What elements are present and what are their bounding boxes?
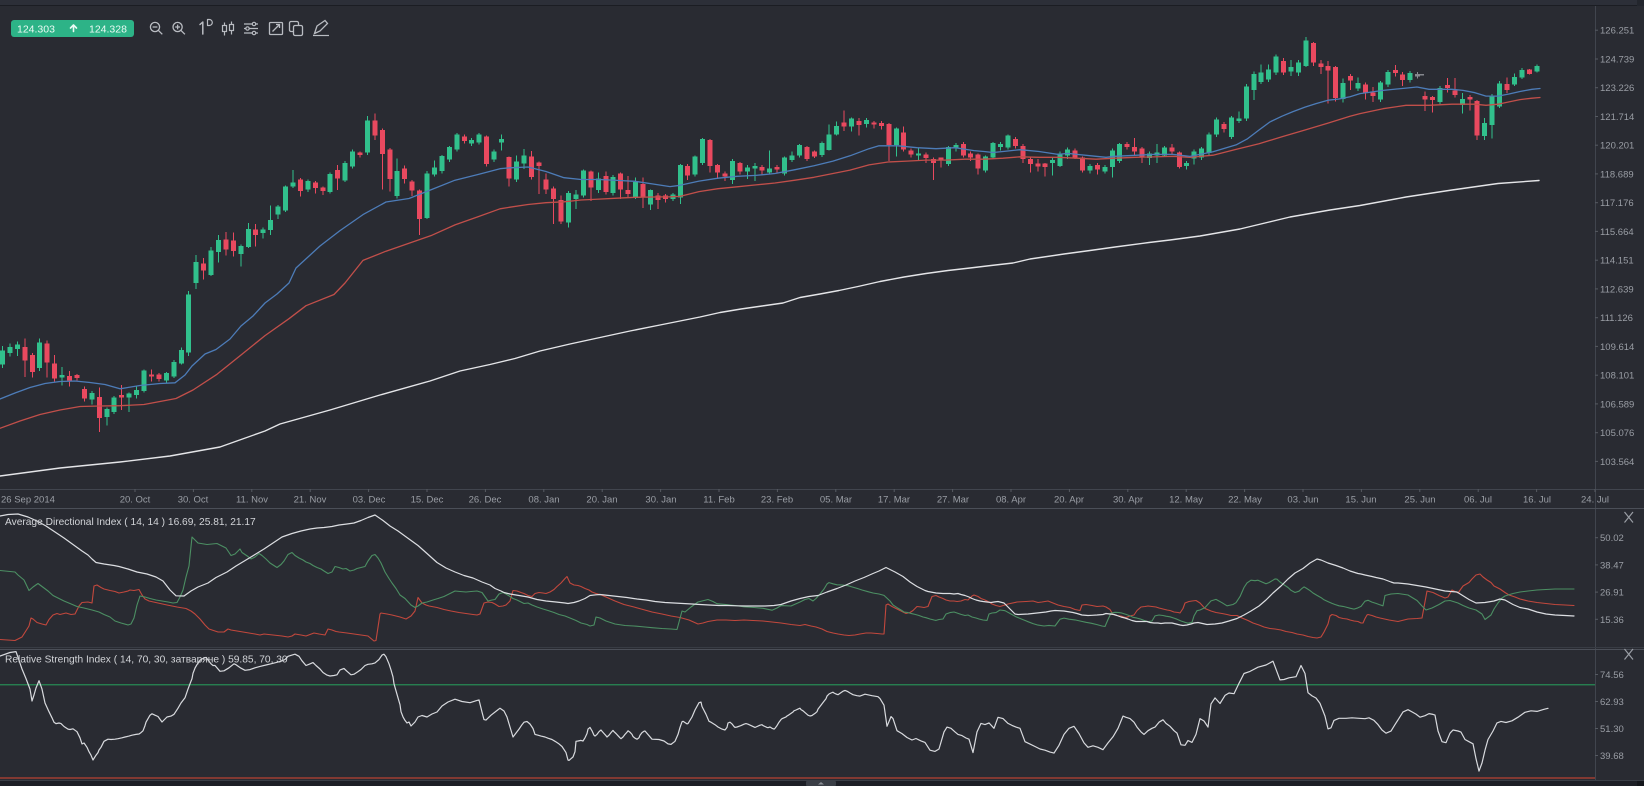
svg-text:50.02: 50.02 — [1600, 533, 1624, 544]
svg-text:124.303: 124.303 — [17, 24, 55, 36]
svg-text:03. Jun: 03. Jun — [1287, 495, 1318, 506]
svg-text:27. Mar: 27. Mar — [937, 495, 969, 506]
svg-text:38.47: 38.47 — [1600, 560, 1624, 571]
svg-text:30. Oct: 30. Oct — [178, 495, 209, 506]
svg-text:21. Nov: 21. Nov — [294, 495, 327, 506]
svg-text:26 Sep 2014: 26 Sep 2014 — [1, 495, 55, 506]
svg-text:108.101: 108.101 — [1600, 371, 1634, 382]
svg-text:126.251: 126.251 — [1600, 26, 1634, 37]
svg-text:Relative Strength Index ( 14,: Relative Strength Index ( 14, 70, 30, за… — [5, 655, 288, 666]
svg-text:20. Apr: 20. Apr — [1054, 495, 1084, 506]
svg-text:123.226: 123.226 — [1600, 83, 1634, 94]
svg-text:105.076: 105.076 — [1600, 428, 1634, 439]
svg-text:15.36: 15.36 — [1600, 615, 1624, 626]
svg-text:120.201: 120.201 — [1600, 141, 1634, 152]
svg-text:114.151: 114.151 — [1600, 256, 1634, 267]
svg-text:112.639: 112.639 — [1600, 284, 1634, 295]
svg-text:115.664: 115.664 — [1600, 227, 1634, 238]
svg-text:22. May: 22. May — [1228, 495, 1262, 506]
svg-text:15. Dec: 15. Dec — [411, 495, 444, 506]
svg-text:103.564: 103.564 — [1600, 457, 1634, 468]
svg-text:25. Jun: 25. Jun — [1404, 495, 1435, 506]
svg-text:121.714: 121.714 — [1600, 112, 1634, 123]
svg-text:109.614: 109.614 — [1600, 342, 1634, 353]
svg-text:30. Apr: 30. Apr — [1113, 495, 1143, 506]
svg-text:111.126: 111.126 — [1600, 313, 1633, 324]
svg-text:05. Mar: 05. Mar — [820, 495, 852, 506]
svg-text:117.176: 117.176 — [1600, 198, 1634, 209]
svg-text:06. Jul: 06. Jul — [1464, 495, 1492, 506]
svg-text:23. Feb: 23. Feb — [761, 495, 793, 506]
svg-text:124.328: 124.328 — [89, 24, 127, 36]
svg-text:26.91: 26.91 — [1600, 588, 1624, 599]
svg-text:20. Oct: 20. Oct — [120, 495, 151, 506]
svg-text:Average Directional Index ( 14: Average Directional Index ( 14, 14 ) 16.… — [5, 517, 256, 528]
svg-text:15. Jun: 15. Jun — [1345, 495, 1376, 506]
svg-text:16. Jul: 16. Jul — [1523, 495, 1551, 506]
svg-text:26. Dec: 26. Dec — [469, 495, 502, 506]
svg-text:03. Dec: 03. Dec — [353, 495, 386, 506]
svg-text:20. Jan: 20. Jan — [586, 495, 617, 506]
svg-text:30. Jan: 30. Jan — [645, 495, 676, 506]
svg-text:106.589: 106.589 — [1600, 399, 1634, 410]
svg-text:17. Mar: 17. Mar — [878, 495, 910, 506]
svg-text:24. Jul: 24. Jul — [1581, 495, 1609, 506]
svg-text:11. Nov: 11. Nov — [236, 495, 268, 506]
svg-text:08. Apr: 08. Apr — [996, 495, 1026, 506]
svg-text:12. May: 12. May — [1169, 495, 1203, 506]
svg-text:51.30: 51.30 — [1600, 724, 1624, 735]
svg-text:11. Feb: 11. Feb — [703, 495, 735, 506]
svg-text:118.689: 118.689 — [1600, 169, 1634, 180]
svg-text:124.739: 124.739 — [1600, 55, 1634, 66]
svg-text:39.68: 39.68 — [1600, 751, 1624, 762]
svg-text:08. Jan: 08. Jan — [528, 495, 559, 506]
svg-text:74.56: 74.56 — [1600, 670, 1624, 681]
svg-text:62.93: 62.93 — [1600, 697, 1624, 708]
